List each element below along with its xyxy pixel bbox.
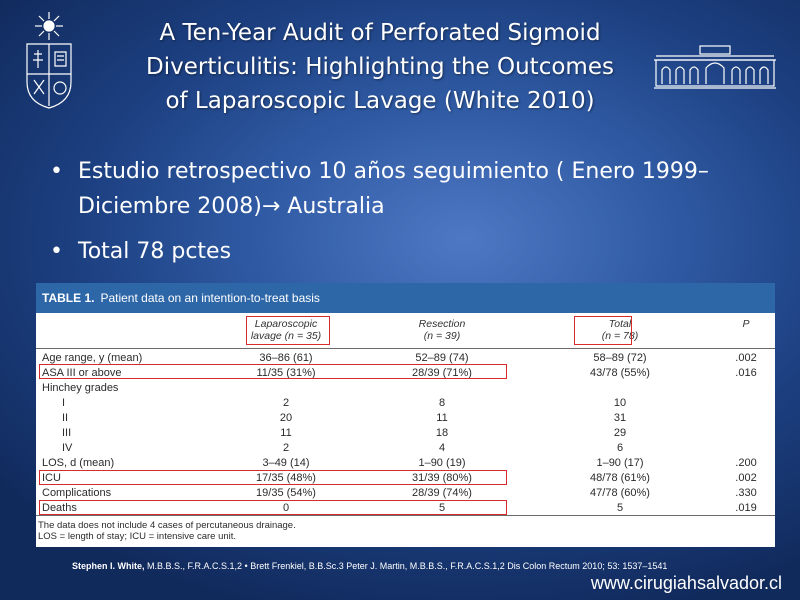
table-rule — [36, 348, 775, 349]
highlight-box — [246, 316, 330, 345]
column-header-line: Resection — [418, 318, 466, 330]
table-caption-text: Patient data on an intention-to-treat ba… — [100, 291, 320, 305]
table-row: III 11 18 29 — [36, 427, 775, 439]
row-label: ASA III or above — [42, 367, 122, 379]
bullet-dot: • — [50, 239, 63, 264]
bullet-text: Total 78 pctes — [78, 239, 232, 264]
citation-text: M.B.B.S., F.R.A.C.S.1,2 • Brett Frenkiel… — [144, 561, 668, 571]
slide-title: A Ten-Year Audit of Perforated Sigmoid D… — [100, 16, 660, 118]
row-label: ICU — [42, 472, 61, 484]
bullet-dot: • — [50, 159, 63, 184]
citation-author: Stephen I. White, — [72, 561, 145, 571]
table-caption: TABLE 1. Patient data on an intention-to-… — [36, 283, 775, 313]
website-url: www.cirugiahsalvador.cl — [590, 573, 782, 593]
cell-resection: 18 — [435, 427, 449, 439]
row-label: II — [62, 412, 69, 424]
cell-total: 43/78 (55%) — [590, 367, 650, 379]
cell-resection: 11 — [436, 412, 448, 424]
cell-resection: 31/39 (80%) — [412, 472, 472, 484]
cell-resection: 28/39 (71%) — [412, 367, 472, 379]
table-row: Age range, y (mean) 36–86 (61) 52–89 (74) 5… — [36, 352, 775, 364]
cell-laparoscopic: 19/35 (54%) — [256, 487, 316, 499]
cell-total: 5 — [616, 502, 624, 514]
row-label: I — [62, 397, 66, 409]
title-line: Diverticulitis: Highlighting the Outcome… — [146, 54, 614, 80]
table-row: ICU 17/35 (48%) 31/39 (80%) 48/78 (61%) .002 — [36, 472, 775, 484]
cell-total: 31 — [613, 412, 627, 424]
highlight-box — [39, 364, 507, 379]
bullet-item: • Estudio retrospectivo 10 años seguimie… — [46, 154, 746, 224]
row-label: III — [62, 427, 72, 439]
cell-laparoscopic: 11 — [280, 427, 292, 439]
table-footnote: The data does not include 4 cases of per… — [38, 520, 296, 531]
title-line: of Laparoscopic Lavage (White 2010) — [165, 88, 595, 114]
column-header-line: lavage (n = 35) — [250, 330, 322, 342]
column-header-laparoscopic: Laparoscopic lavage (n = 35) — [236, 318, 336, 342]
column-header-line: P — [742, 318, 750, 330]
column-header-line: (n = 78) — [601, 330, 639, 342]
column-header-line: (n = 39) — [423, 330, 461, 342]
hospital-building-icon — [654, 45, 776, 89]
bullet-text: Estudio retrospectivo 10 años seguimient… — [78, 159, 709, 219]
cell-p-value: .019 — [735, 502, 757, 514]
patient-data-table: TABLE 1. Patient data on an intention-to-… — [36, 283, 775, 547]
row-label: LOS, d (mean) — [42, 457, 115, 469]
cell-laparoscopic: 36–86 (61) — [259, 352, 313, 364]
cell-total: 6 — [616, 442, 624, 454]
cell-total: 48/78 (61%) — [590, 472, 650, 484]
cell-total: 1–90 (17) — [596, 457, 644, 469]
cell-resection: 28/39 (74%) — [412, 487, 472, 499]
cell-total: 58–89 (72) — [593, 352, 647, 364]
cell-laparoscopic: 3–49 (14) — [262, 457, 310, 469]
highlight-box — [574, 316, 632, 345]
highlight-box — [39, 500, 507, 515]
cell-laparoscopic: 0 — [282, 502, 290, 514]
column-header-line: Laparoscopic — [254, 318, 318, 330]
cell-laparoscopic: 17/35 (48%) — [256, 472, 316, 484]
row-label: Age range, y (mean) — [42, 352, 143, 364]
cell-total: 29 — [613, 427, 627, 439]
table-rule — [36, 515, 775, 516]
table-row: IV 2 4 6 — [36, 442, 775, 454]
title-line: A Ten-Year Audit of Perforated Sigmoid — [159, 20, 601, 46]
highlight-box — [39, 470, 507, 485]
cell-resection: 8 — [438, 397, 446, 409]
row-label: IV — [62, 442, 73, 454]
table-row: I 2 8 10 — [36, 397, 775, 409]
table-footnote: LOS = length of stay; ICU = intensive ca… — [38, 531, 237, 542]
cell-laparoscopic: 11/35 (31%) — [256, 367, 316, 379]
column-header-p: P — [726, 318, 766, 330]
row-label: Deaths — [42, 502, 77, 514]
cell-total: 47/78 (60%) — [590, 487, 650, 499]
table-row: Deaths 0 5 5 .019 — [36, 502, 775, 514]
table-row: II 20 11 31 — [36, 412, 775, 424]
citation: Stephen I. White, M.B.B.S., F.R.A.C.S.1,… — [72, 561, 667, 571]
cell-resection: 52–89 (74) — [415, 352, 469, 364]
bullet-item: • Total 78 pctes — [46, 234, 746, 269]
cell-p-value: .002 — [735, 472, 757, 484]
table-row: Hinchey grades — [36, 382, 775, 394]
cell-laparoscopic: 20 — [279, 412, 293, 424]
cell-p-value: .002 — [735, 352, 757, 364]
bullet-list: • Estudio retrospectivo 10 años seguimie… — [46, 154, 746, 279]
table-row: ASA III or above 11/35 (31%) 28/39 (71%) 43… — [36, 367, 775, 379]
column-header-total: Total (n = 78) — [570, 318, 670, 342]
cell-resection: 5 — [438, 502, 446, 514]
row-label: Hinchey grades — [42, 382, 119, 394]
row-label: Complications — [42, 487, 112, 499]
cell-laparoscopic: 2 — [282, 442, 290, 454]
column-header-resection: Resection (n = 39) — [392, 318, 492, 342]
cell-resection: 4 — [438, 442, 446, 454]
table-row: Complications 19/35 (54%) 28/39 (74%) 47/78… — [36, 487, 775, 499]
cell-total: 10 — [613, 397, 627, 409]
cell-p-value: .016 — [735, 367, 757, 379]
cell-p-value: .330 — [735, 487, 757, 499]
university-crest-icon — [26, 12, 72, 109]
cell-p-value: .200 — [735, 457, 757, 469]
table-row: LOS, d (mean) 3–49 (14) 1–90 (19) 1–90 (17)… — [36, 457, 775, 469]
column-header-line: Total — [608, 318, 632, 330]
cell-resection: 1–90 (19) — [418, 457, 466, 469]
table-label: TABLE 1. — [42, 291, 95, 305]
cell-laparoscopic: 2 — [282, 397, 290, 409]
